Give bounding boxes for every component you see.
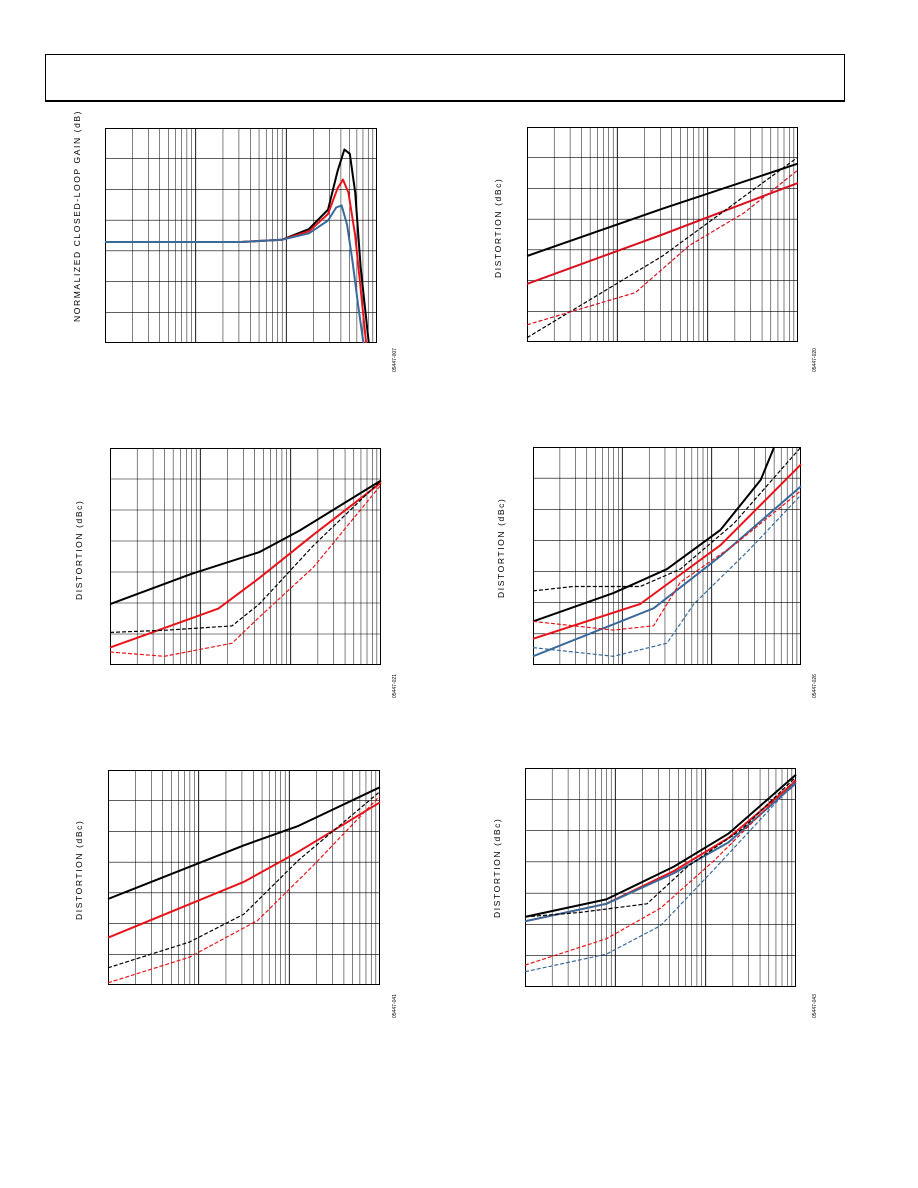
series-line-3 [526,156,799,339]
series-line-5 [532,490,802,631]
y-axis-label: NORMALIZED CLOSED-LOOP GAIN (dB) [72,109,82,322]
series-line-4 [109,484,382,657]
y-axis-label: DISTORTION (dBc) [493,177,503,278]
series-line-2 [109,481,382,649]
y-axis-label: DISTORTION (dBc) [492,817,502,918]
plot-frame [525,768,796,987]
series-line-1 [109,479,382,606]
plot-frame [527,127,798,342]
series-line-1 [107,786,381,900]
series-line-2 [532,463,802,640]
figure-number: 05447-007 [392,348,398,372]
series-line-5 [524,778,797,966]
page-header-box [45,54,845,102]
series-line-4 [524,776,797,918]
series-line-2 [524,780,797,923]
plot-frame [108,770,380,985]
series-line-1 [532,446,776,623]
series-line-4 [532,446,802,592]
series-line-2 [105,178,368,344]
y-axis-label: DISTORTION (dBc) [74,499,84,600]
figure-number: 05447-020 [812,348,818,372]
plot-frame [533,447,801,665]
distortion-chart-5 [524,768,797,987]
figure-number: 05447-041 [392,994,398,1018]
closed-loop-gain-chart [105,128,377,344]
series-line-3 [107,791,381,969]
figure-number: 05447-021 [392,674,398,698]
series-line-6 [524,780,797,973]
series-line-3 [109,480,382,633]
distortion-chart-4 [107,770,381,985]
series-line-4 [107,795,381,984]
series-line-3 [524,782,797,923]
series-line-6 [532,494,802,657]
series-line-2 [107,801,381,939]
series-line-3 [105,204,365,344]
distortion-chart-1 [526,127,799,342]
figure-number: 05447-043 [812,994,818,1018]
distortion-chart-3 [532,446,802,665]
figure-number: 05447-026 [812,674,818,698]
series-line-1 [105,148,370,344]
plot-frame [105,128,377,343]
plot-frame [110,448,381,665]
series-line-3 [532,485,802,658]
series-line-1 [524,773,797,918]
y-axis-label: DISTORTION (dBc) [74,819,84,920]
distortion-chart-2 [109,448,382,665]
series-line-4 [526,169,799,326]
y-axis-label: DISTORTION (dBc) [496,497,506,598]
series-line-2 [526,181,799,285]
series-line-1 [526,162,799,257]
